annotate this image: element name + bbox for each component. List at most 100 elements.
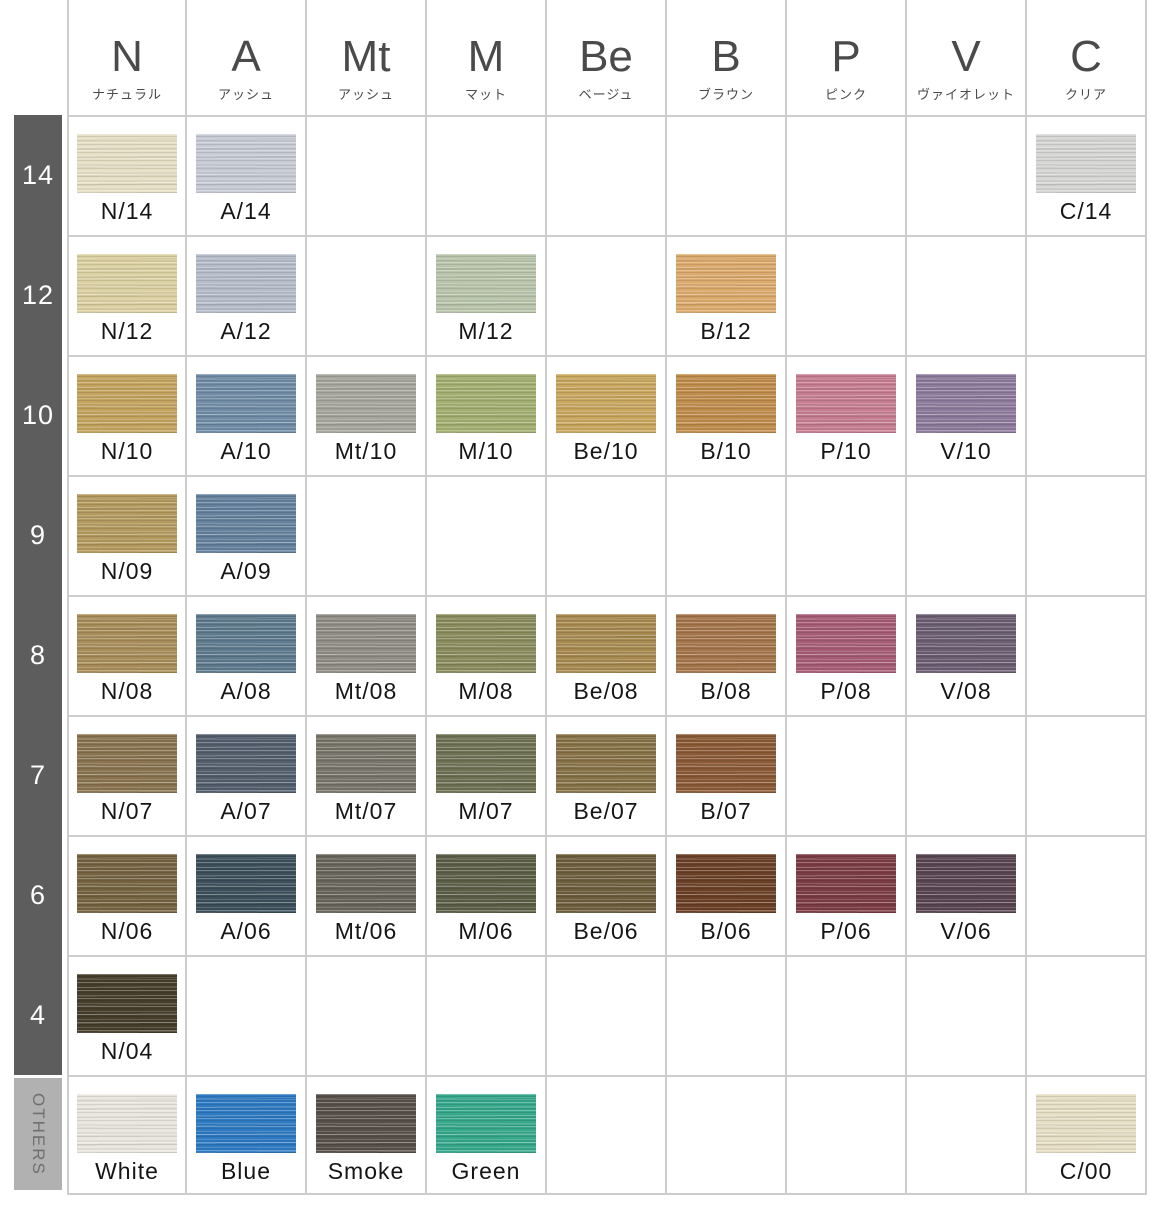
grid-cell-m-9 [427, 475, 547, 595]
swatch-code: Mt/10 [334, 438, 398, 464]
grid-cell-a-9: A/09 [187, 475, 307, 595]
grid-cell-c-10 [1027, 355, 1147, 475]
color-swatch [436, 734, 536, 793]
swatch-code: A/10 [220, 438, 272, 464]
color-swatch [316, 734, 416, 793]
grid-cell-p-others [787, 1075, 907, 1195]
row-label-text: 8 [29, 639, 47, 670]
grid-cell-c-14: C/14 [1027, 115, 1147, 235]
grid-cell-b-6: B/06 [667, 835, 787, 955]
swatch-code: A/09 [220, 558, 272, 584]
grid-cell-be-8: Be/08 [547, 595, 667, 715]
row-label-7: 7 [0, 715, 67, 835]
swatch-code: B/08 [700, 678, 752, 704]
swatch-code: B/07 [700, 798, 752, 824]
swatch-code: B/06 [700, 918, 752, 944]
swatch-code: N/04 [100, 1038, 154, 1064]
color-swatch [916, 854, 1016, 913]
grid-cell-a-10: A/10 [187, 355, 307, 475]
grid-cell-n-4: N/04 [67, 955, 187, 1075]
grid-cell-mt-6: Mt/06 [307, 835, 427, 955]
grid-cell-m-6: M/06 [427, 835, 547, 955]
row-label-6: 6 [0, 835, 67, 955]
grid-cell-mt-7: Mt/07 [307, 715, 427, 835]
row-label-bar: 14 [14, 115, 62, 235]
row-label-bar: 10 [14, 355, 62, 475]
color-swatch [196, 374, 296, 433]
swatch-code: B/12 [700, 318, 752, 344]
swatch-code: M/07 [458, 798, 514, 824]
swatch-code: A/06 [220, 918, 272, 944]
swatch-code: A/07 [220, 798, 272, 824]
grid-cell-mt-14 [307, 115, 427, 235]
grid-cell-b-8: B/08 [667, 595, 787, 715]
grid-cell-m-12: M/12 [427, 235, 547, 355]
swatch-code: N/08 [100, 678, 154, 704]
column-subtitle-jp: クリア [1064, 87, 1107, 102]
grid-cell-c-6 [1027, 835, 1147, 955]
swatch-code: Be/08 [573, 678, 639, 704]
row-label-text: 6 [29, 879, 47, 910]
swatch-code: N/12 [100, 318, 154, 344]
grid-cell-m-14 [427, 115, 547, 235]
grid-cell-n-14: N/14 [67, 115, 187, 235]
grid-cell-v-6: V/06 [907, 835, 1027, 955]
grid-cell-p-9 [787, 475, 907, 595]
color-swatch [1036, 134, 1136, 193]
swatch-code: N/07 [100, 798, 154, 824]
swatch-code: Be/06 [573, 918, 639, 944]
column-key-label: V [951, 32, 981, 81]
color-swatch [316, 374, 416, 433]
swatch-code: Be/07 [573, 798, 639, 824]
grid-cell-c-12 [1027, 235, 1147, 355]
grid-cell-n-9: N/09 [67, 475, 187, 595]
color-swatch [196, 254, 296, 313]
row-label-text: OTHERS [29, 1092, 48, 1176]
color-swatch [916, 374, 1016, 433]
column-key-label: N [111, 32, 143, 81]
row-label-bar: 12 [14, 235, 62, 355]
grid-cell-a-4 [187, 955, 307, 1075]
grid-cell-be-14 [547, 115, 667, 235]
grid-cell-p-6: P/06 [787, 835, 907, 955]
grid-cell-n-7: N/07 [67, 715, 187, 835]
grid-cell-p-8: P/08 [787, 595, 907, 715]
color-swatch [77, 1094, 177, 1153]
grid-cell-m-others: Green [427, 1075, 547, 1195]
column-key-label: Be [579, 32, 633, 81]
color-swatch [77, 494, 177, 553]
swatch-code: C/14 [1059, 198, 1113, 224]
swatch-code: M/10 [458, 438, 514, 464]
grid-cell-v-8: V/08 [907, 595, 1027, 715]
swatch-code: M/06 [458, 918, 514, 944]
grid-cell-mt-others: Smoke [307, 1075, 427, 1195]
swatch-code: N/10 [100, 438, 154, 464]
color-swatch [77, 134, 177, 193]
column-header-be: Be ベージュ [547, 0, 667, 115]
column-subtitle-jp: ブラウン [697, 87, 754, 102]
row-label-bar: 8 [14, 595, 62, 715]
swatch-code: Smoke [327, 1158, 405, 1184]
swatch-code: M/08 [458, 678, 514, 704]
color-swatch [916, 614, 1016, 673]
swatch-code: M/12 [458, 318, 514, 344]
column-subtitle-jp: マット [464, 87, 507, 102]
grid-cell-a-7: A/07 [187, 715, 307, 835]
color-swatch [196, 1094, 296, 1153]
grid-cell-b-7: B/07 [667, 715, 787, 835]
color-swatch [77, 614, 177, 673]
color-swatch [196, 854, 296, 913]
swatch-code: A/08 [220, 678, 272, 704]
grid-cell-mt-8: Mt/08 [307, 595, 427, 715]
grid-cell-a-8: A/08 [187, 595, 307, 715]
color-swatch [316, 854, 416, 913]
column-key-label: A [231, 32, 261, 81]
grid-cell-v-4 [907, 955, 1027, 1075]
grid-cell-m-10: M/10 [427, 355, 547, 475]
row-label-8: 8 [0, 595, 67, 715]
grid-cell-a-14: A/14 [187, 115, 307, 235]
row-label-text: 4 [29, 999, 47, 1030]
row-label-bar: OTHERS [14, 1078, 62, 1190]
swatch-code: N/09 [100, 558, 154, 584]
